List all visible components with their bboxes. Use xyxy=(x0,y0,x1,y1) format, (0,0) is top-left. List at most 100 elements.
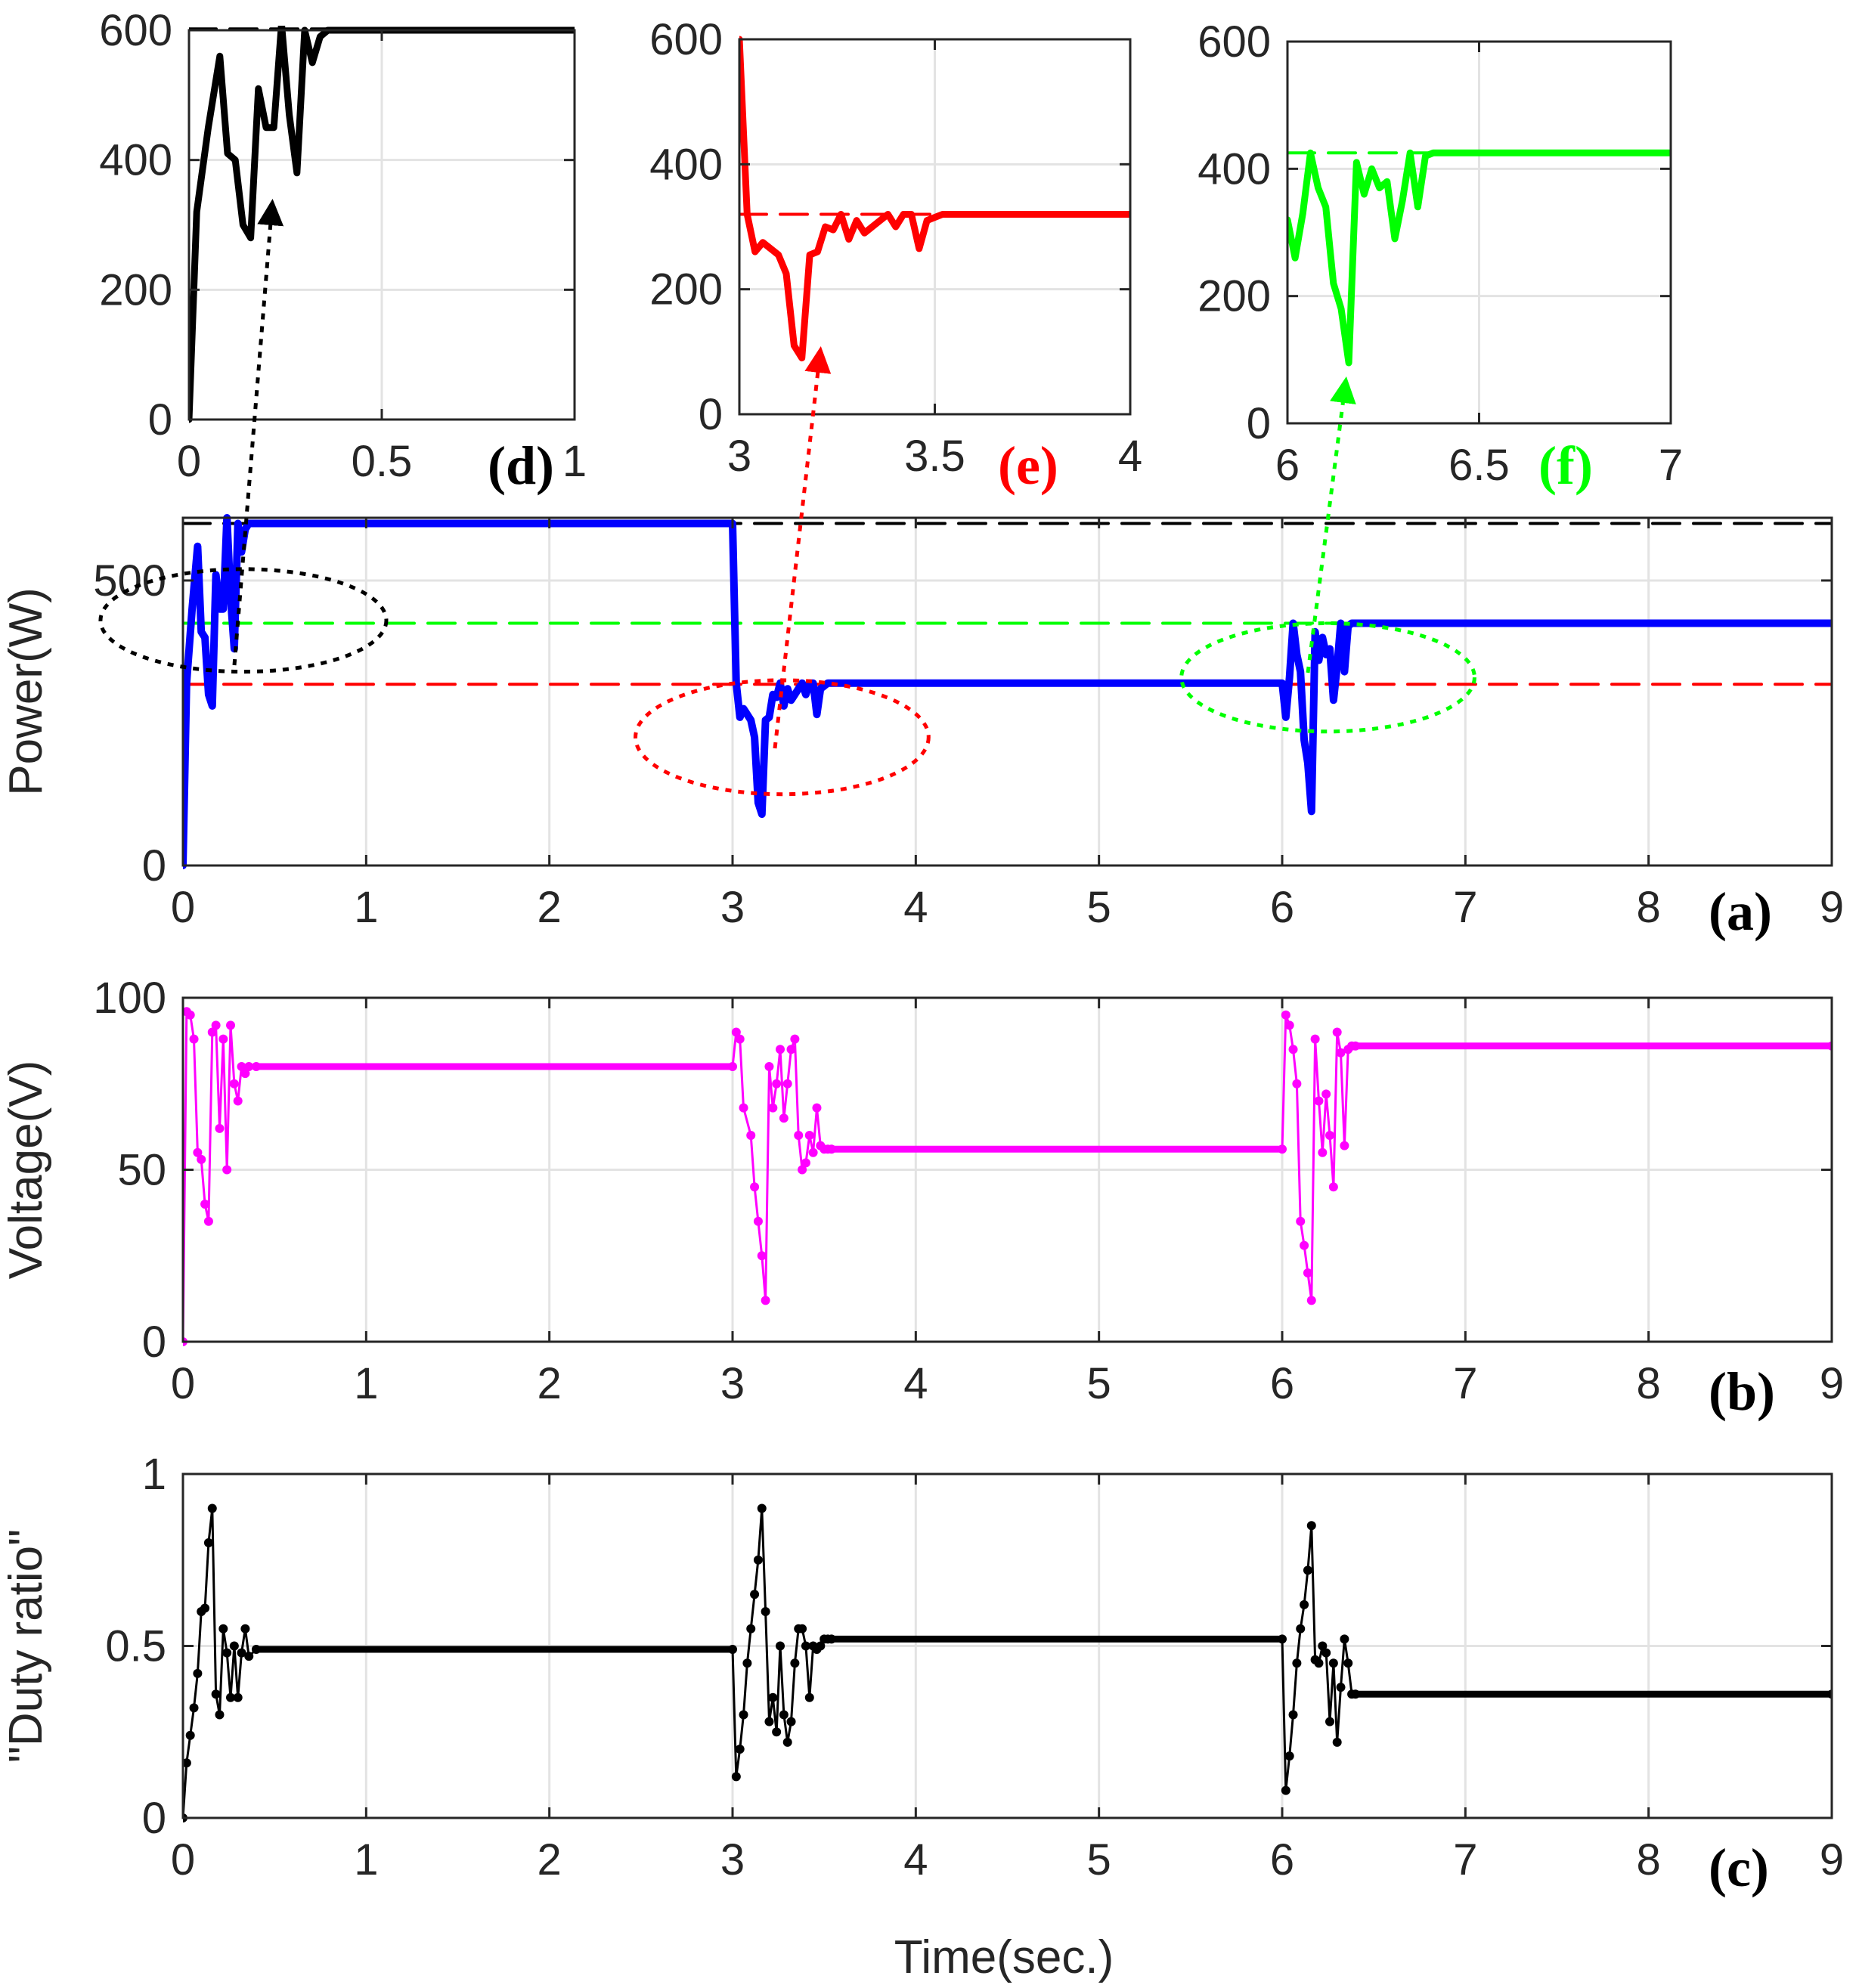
data-point xyxy=(772,1727,782,1737)
x-axis-label: Time(sec.) xyxy=(894,1931,1114,1983)
data-point xyxy=(728,1062,737,1071)
panel-tag-c: (c) xyxy=(1709,1838,1769,1898)
data-point xyxy=(1340,1141,1349,1150)
data-point xyxy=(782,1737,792,1747)
data-point xyxy=(1340,1634,1349,1644)
y-tick-label: 400 xyxy=(1198,144,1271,194)
data-point xyxy=(735,1745,745,1754)
y-tick-label: 200 xyxy=(1198,272,1271,321)
data-point xyxy=(753,1216,763,1226)
data-point xyxy=(735,1034,745,1044)
data-point xyxy=(218,1624,228,1633)
data-point xyxy=(1296,1216,1306,1226)
y-tick-label: 200 xyxy=(99,265,172,314)
data-point xyxy=(739,1710,748,1720)
data-point xyxy=(1336,1048,1346,1057)
y-tick-label: 600 xyxy=(1198,17,1271,67)
data-point xyxy=(226,1020,236,1030)
data-point xyxy=(207,1027,217,1037)
x-tick-label: 8 xyxy=(1637,883,1661,932)
y-axis-label: "Duty ratio" xyxy=(0,1529,52,1763)
data-point xyxy=(786,1717,796,1726)
x-tick-label: 3 xyxy=(720,1835,745,1884)
data-point xyxy=(826,1634,836,1644)
data-point xyxy=(1321,1089,1331,1099)
panel-tag-e: (e) xyxy=(998,435,1058,496)
data-point xyxy=(804,1131,814,1140)
data-point xyxy=(1288,1045,1298,1054)
series-group xyxy=(1287,149,1671,367)
data-point xyxy=(750,1590,760,1599)
zoom-f-ellipse xyxy=(1179,621,1476,734)
x-tick-label: 6.5 xyxy=(1448,441,1510,490)
data-point xyxy=(757,1251,767,1261)
data-point xyxy=(790,1658,800,1668)
x-tick-label: 4 xyxy=(903,883,928,932)
data-point xyxy=(1314,1096,1324,1106)
data-point xyxy=(764,1717,774,1726)
data-point xyxy=(215,1123,225,1133)
data-point xyxy=(768,1103,778,1113)
x-tick-label: 6 xyxy=(1270,1835,1294,1884)
y-tick-label: 600 xyxy=(99,6,172,55)
x-tick-label: 3.5 xyxy=(904,432,965,481)
x-tick-label: 2 xyxy=(538,1359,562,1408)
x-tick-label: 0 xyxy=(171,883,195,932)
x-tick-label: 3 xyxy=(720,1359,745,1408)
data-point xyxy=(1284,1751,1294,1761)
data-point xyxy=(237,1648,246,1658)
data-point xyxy=(185,1010,195,1020)
x-tick-label: 5 xyxy=(1087,883,1111,932)
data-point xyxy=(185,1730,195,1740)
panel-a: 0 1 2 3 4 5 6 7 8 9 0 500 Power(W) (a) xyxy=(0,514,1844,942)
y-tick-label: 0 xyxy=(699,390,723,439)
data-point xyxy=(200,1603,210,1613)
series-group xyxy=(183,1007,1832,1346)
data-point xyxy=(244,1652,254,1661)
data-point xyxy=(1292,1658,1302,1668)
data-point xyxy=(1306,1521,1316,1531)
data-point xyxy=(742,1658,752,1668)
x-tick-label: 6 xyxy=(1270,1359,1294,1408)
y-tick-label: 400 xyxy=(99,136,172,185)
x-tick-label: 9 xyxy=(1820,883,1844,932)
data-point xyxy=(776,1641,785,1651)
y-tick-label: 0 xyxy=(1247,399,1271,448)
y-tick-label: 0 xyxy=(142,1794,166,1843)
x-tick-label: 1 xyxy=(562,437,587,486)
x-tick-label: 6 xyxy=(1275,441,1300,490)
data-point xyxy=(786,1045,796,1054)
x-tick-label: 0.5 xyxy=(352,437,413,486)
data-point xyxy=(233,1096,243,1106)
y-tick-label: 200 xyxy=(649,265,723,314)
data-point xyxy=(761,1607,770,1616)
data-point xyxy=(193,1147,203,1157)
data-point xyxy=(1303,1268,1312,1277)
data-point xyxy=(801,1641,810,1651)
x-tick-label: 0 xyxy=(171,1835,195,1884)
data-point xyxy=(222,1648,232,1658)
data-point xyxy=(1300,1599,1309,1609)
data-point xyxy=(226,1692,236,1702)
x-tick-label: 8 xyxy=(1637,1359,1661,1408)
x-tick-label: 5 xyxy=(1087,1835,1111,1884)
x-tick-label: 3 xyxy=(720,883,745,932)
data-point xyxy=(203,1538,213,1547)
data-point xyxy=(1325,1717,1335,1726)
series-group xyxy=(183,514,1832,869)
data-point xyxy=(240,1069,250,1079)
panel-tag-d: (d) xyxy=(488,435,554,496)
data-point xyxy=(218,1034,228,1044)
data-point xyxy=(189,1034,199,1044)
data-point xyxy=(753,1555,763,1565)
x-tick-label: 1 xyxy=(354,1835,378,1884)
data-point xyxy=(1310,1034,1320,1044)
series-group xyxy=(183,1503,1832,1822)
panel-tag-f: (f) xyxy=(1538,435,1593,496)
data-point xyxy=(779,1710,789,1720)
series-line-e xyxy=(739,36,1130,362)
data-point xyxy=(798,1165,807,1175)
x-tick-label: 4 xyxy=(903,1359,928,1408)
